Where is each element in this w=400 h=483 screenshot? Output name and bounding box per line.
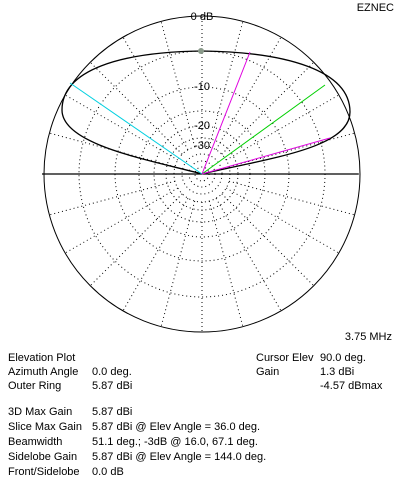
info-label: Azimuth Angle <box>8 366 78 378</box>
info-label: Beamwidth <box>8 436 62 448</box>
info-label: Outer Ring <box>8 380 61 392</box>
grid-spoke <box>208 200 244 327</box>
ring-label: -10 <box>194 81 210 93</box>
info-value: 0.0 deg. <box>92 366 132 378</box>
grid-spoke <box>225 187 340 254</box>
info-value: 0.0 dB <box>92 466 124 478</box>
cursor-value: 1.3 dBi <box>320 366 354 378</box>
program-name: EZNEC <box>357 2 394 14</box>
grid-spoke <box>89 61 183 155</box>
cursor-label: Gain <box>256 366 279 378</box>
beamwidth-line <box>201 137 331 175</box>
info-value: 5.87 dBi @ Elev Angle = 36.0 deg. <box>92 421 260 433</box>
ring-label: -30 <box>194 140 210 152</box>
info-value: 5.87 dBi @ Elev Angle = 144.0 deg. <box>92 451 266 463</box>
ring-label: 0 dB <box>191 11 214 23</box>
info-label: Front/Sidelobe <box>8 466 80 478</box>
grid-spoke <box>160 200 196 327</box>
cursor-line <box>201 51 251 175</box>
cursor-value: 90.0 deg. <box>320 352 366 364</box>
grid-spoke <box>225 94 340 161</box>
cursor-marker <box>198 48 204 54</box>
frequency: 3.75 MHz <box>345 331 392 343</box>
info-value: 5.87 dBi <box>92 406 132 418</box>
grid-spoke <box>221 61 315 155</box>
beamwidth-line <box>69 82 203 175</box>
ring-label: -20 <box>194 120 210 132</box>
info-label: 3D Max Gain <box>8 406 72 418</box>
grid-spoke <box>228 180 355 216</box>
max-gain-line <box>201 84 326 175</box>
info-label: Slice Max Gain <box>8 421 82 433</box>
grid-spoke <box>215 197 282 312</box>
cursor-label: Cursor Elev <box>256 352 314 364</box>
grid-spoke <box>64 94 179 161</box>
grid-spoke <box>228 132 355 168</box>
grid-spoke <box>160 21 196 148</box>
stats: 3D Max Gain 5.87 dBi Slice Max Gain 5.87 dB… <box>8 406 266 478</box>
cursor-value: -4.57 dBmax <box>320 380 383 392</box>
grid-spoke <box>221 193 315 287</box>
grid-spoke <box>49 180 176 216</box>
grid-spoke <box>208 21 244 148</box>
info-value: 5.87 dBi <box>92 380 132 392</box>
plot-type: Elevation Plot <box>8 352 75 364</box>
grid-spoke <box>122 197 189 312</box>
grid-spoke <box>64 187 179 254</box>
grid-spoke <box>122 36 189 151</box>
info-value: 51.1 deg.; -3dB @ 16.0, 67.1 deg. <box>92 436 258 448</box>
info-label: Sidelobe Gain <box>8 451 77 463</box>
grid-spoke <box>89 193 183 287</box>
